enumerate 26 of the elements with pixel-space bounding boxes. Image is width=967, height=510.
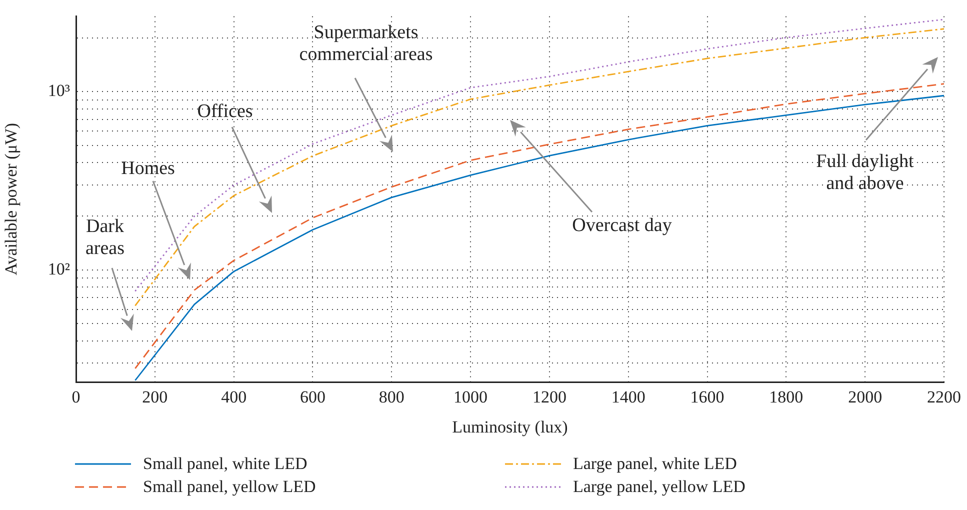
x-axis-title: Luminosity (lux) <box>452 417 568 436</box>
y-tick-label: 10² <box>48 259 70 278</box>
annotation: Dark areas <box>85 216 125 259</box>
x-tick-label: 1800 <box>769 388 804 407</box>
x-tick-label: 600 <box>300 388 326 407</box>
y-tick-label: 10³ <box>48 81 70 100</box>
legend-label: Small panel, white LED <box>143 454 308 474</box>
annotation: Full daylight and above <box>816 150 915 194</box>
annotation: Supermarkets commercial areas <box>299 22 433 65</box>
x-tick-label: 1000 <box>454 388 488 407</box>
x-tick-label: 2200 <box>927 388 961 407</box>
x-tick-label: 800 <box>378 388 404 407</box>
x-tick-label: 1200 <box>532 388 566 407</box>
annotation: Homes <box>121 158 175 179</box>
x-tick-label: 0 <box>72 388 80 407</box>
legend-label: Large panel, yellow LED <box>573 477 746 497</box>
legend-label: Large panel, white LED <box>573 454 737 474</box>
x-tick-label: 2000 <box>848 388 882 407</box>
x-tick-label: 1400 <box>611 388 646 407</box>
x-tick-label: 1600 <box>690 388 724 407</box>
y-axis-title: Available power (μW) <box>2 122 21 276</box>
annotation: Offices <box>197 100 253 122</box>
annotation: Overcast day <box>572 214 672 236</box>
legend-label: Small panel, yellow LED <box>143 477 316 497</box>
x-tick-label: 400 <box>221 388 247 407</box>
x-tick-label: 200 <box>142 388 168 407</box>
